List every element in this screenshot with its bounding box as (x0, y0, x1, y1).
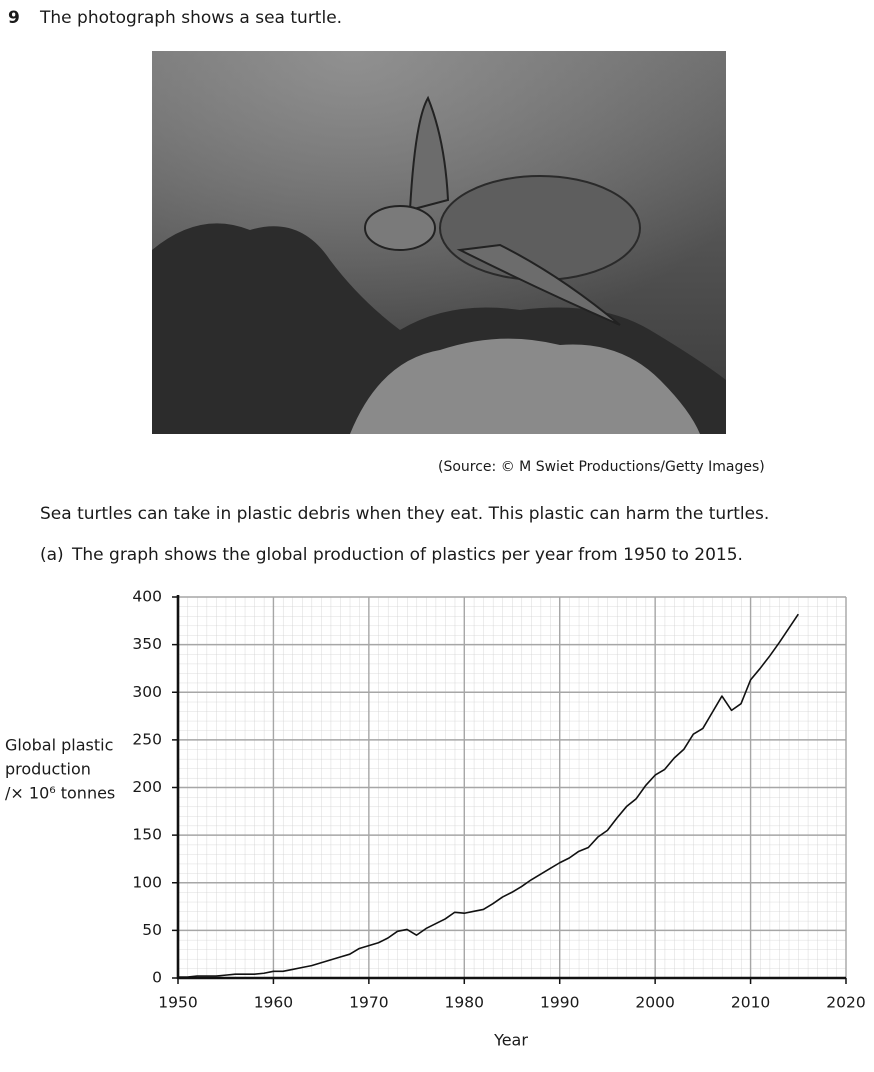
x-tick-label: 2020 (826, 994, 865, 1012)
y-tick-label: 400 (132, 588, 162, 606)
x-tick-label: 1980 (445, 994, 484, 1012)
y-tick-label: 100 (132, 873, 162, 891)
photo-source: (Source: © M Swiet Productions/Getty Ima… (438, 459, 765, 475)
part-text: The graph shows the global production of… (71, 545, 743, 565)
y-tick-label: 350 (132, 635, 162, 653)
part-label: (a) (40, 545, 64, 565)
x-tick-label: 1970 (349, 994, 388, 1012)
x-tick-label: 2000 (635, 994, 674, 1012)
x-tick-label: 1990 (540, 994, 579, 1012)
paragraph: Sea turtles can take in plastic debris w… (40, 504, 769, 524)
photo (152, 51, 726, 434)
x-axis-label: Year (493, 1031, 528, 1050)
x-tick-label: 2010 (731, 994, 770, 1012)
chart: 0 50 100 150 200 250 300 350 400 1950 1960 1970 1980… (5, 588, 866, 1050)
y-tick-label: 250 (132, 730, 162, 748)
y-tick-label: 150 (132, 826, 162, 844)
y-tick-label: 50 (142, 921, 162, 939)
y-axis-label: Global plastic (5, 736, 113, 755)
y-tick-label: 0 (152, 969, 162, 987)
y-tick-label: 200 (132, 778, 162, 796)
y-tick-label: 300 (132, 683, 162, 701)
x-tick-label: 1960 (254, 994, 293, 1012)
question-number: 9 (8, 8, 20, 28)
x-tick-label: 1950 (158, 994, 197, 1012)
y-axis-label: production (5, 760, 91, 779)
data-line (178, 613, 799, 978)
y-axis-label: /× 10⁶ tonnes (5, 784, 115, 803)
question-text: The photograph shows a sea turtle. (39, 8, 342, 28)
